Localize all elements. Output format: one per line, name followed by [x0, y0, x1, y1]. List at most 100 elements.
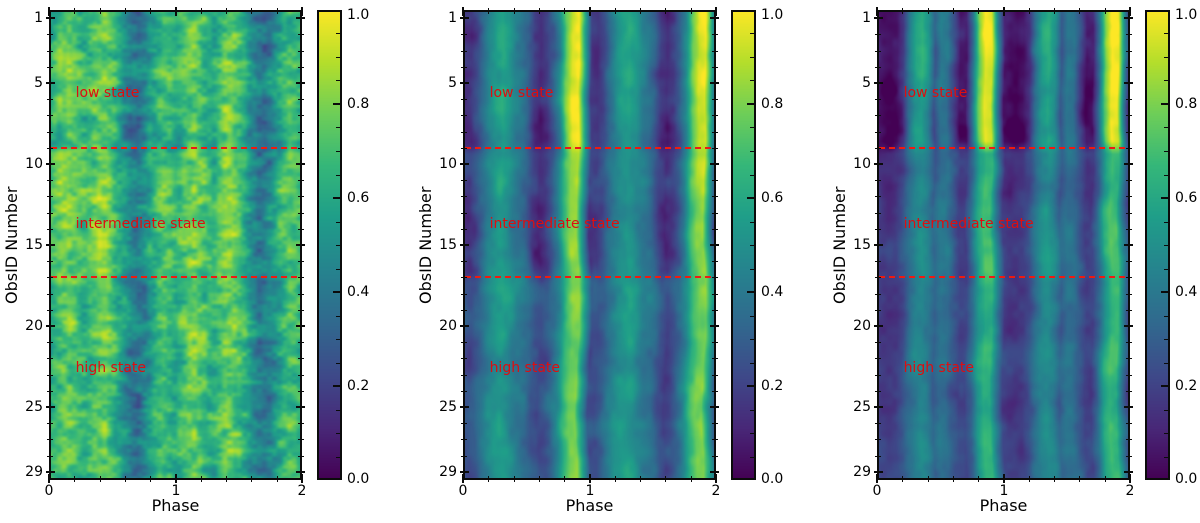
- tick-mark: [125, 8, 126, 14]
- tick-mark: [296, 244, 305, 246]
- tick-mark: [47, 439, 53, 440]
- tick-mark: [712, 67, 718, 68]
- tick-mark: [1126, 391, 1132, 392]
- tick-label: 1: [585, 483, 595, 499]
- tick-mark: [47, 358, 53, 359]
- tick-mark: [150, 476, 151, 482]
- tick-mark: [74, 476, 75, 482]
- tick-mark: [488, 476, 489, 482]
- tick-mark: [48, 474, 50, 483]
- tick-mark: [875, 213, 881, 214]
- tick-mark: [1164, 80, 1168, 81]
- tick-mark: [710, 325, 719, 327]
- tick-mark: [47, 423, 53, 424]
- tick-mark: [1164, 222, 1168, 223]
- tick-mark: [336, 245, 340, 246]
- tick-mark: [710, 82, 719, 84]
- tick-mark: [539, 476, 540, 482]
- tick-mark: [46, 471, 55, 473]
- tick-mark: [665, 476, 666, 482]
- tick-mark: [488, 8, 489, 14]
- tick-mark: [1164, 316, 1168, 317]
- tick-mark: [462, 7, 464, 16]
- colorbar: [317, 10, 342, 480]
- tick-mark: [747, 197, 754, 199]
- tick-mark: [1124, 406, 1133, 408]
- tick-mark: [712, 261, 718, 262]
- tick-mark: [874, 406, 883, 408]
- colorbar: [1145, 10, 1170, 480]
- tick-mark: [1054, 476, 1055, 482]
- tick-mark: [747, 478, 754, 480]
- heatmap-panel-middle: ObsID Number low state intermediate stat…: [414, 0, 814, 523]
- tick-mark: [47, 115, 53, 116]
- tick-mark: [875, 115, 881, 116]
- tick-mark: [1126, 375, 1132, 376]
- tick-mark: [461, 213, 467, 214]
- tick-mark: [615, 476, 616, 482]
- tick-label: 25: [439, 399, 457, 415]
- tick-mark: [461, 51, 467, 52]
- tick-mark: [953, 8, 954, 14]
- tick-mark: [298, 180, 304, 181]
- tick-mark: [1164, 433, 1168, 434]
- tick-label: 29: [25, 464, 43, 480]
- tick-mark: [461, 342, 467, 343]
- annotation-low-state: low state: [75, 84, 140, 101]
- tick-mark: [125, 476, 126, 482]
- tick-label: 2: [297, 483, 307, 499]
- tick-mark: [691, 476, 692, 482]
- tick-mark: [715, 7, 717, 16]
- tick-mark: [750, 175, 754, 176]
- tick-mark: [1029, 476, 1030, 482]
- tick-mark: [874, 163, 883, 165]
- tick-label: 25: [25, 399, 43, 415]
- tick-mark: [333, 197, 340, 199]
- tick-mark: [640, 8, 641, 14]
- annotation-intermediate-state: intermediate state: [903, 215, 1034, 232]
- tick-mark: [461, 423, 467, 424]
- annotation-intermediate-state: intermediate state: [489, 215, 620, 232]
- tick-mark: [1003, 7, 1005, 16]
- tick-mark: [298, 342, 304, 343]
- tick-mark: [336, 127, 340, 128]
- tick-mark: [46, 163, 55, 165]
- tick-label: 0.4: [1175, 284, 1198, 300]
- tick-mark: [1161, 291, 1168, 293]
- tick-mark: [461, 391, 467, 392]
- tick-mark: [336, 457, 340, 458]
- tick-mark: [1126, 99, 1132, 100]
- tick-mark: [1164, 127, 1168, 128]
- tick-mark: [296, 163, 305, 165]
- tick-mark: [1124, 17, 1133, 19]
- tick-mark: [876, 7, 878, 16]
- tick-mark: [298, 67, 304, 68]
- tick-mark: [1126, 148, 1132, 149]
- tick-mark: [461, 99, 467, 100]
- tick-mark: [336, 433, 340, 434]
- tick-label: 1: [999, 483, 1009, 499]
- tick-mark: [336, 57, 340, 58]
- tick-mark: [1124, 244, 1133, 246]
- tick-mark: [712, 277, 718, 278]
- tick-mark: [1124, 163, 1133, 165]
- tick-mark: [461, 180, 467, 181]
- tick-mark: [333, 478, 340, 480]
- tick-label: 20: [853, 318, 871, 334]
- tick-mark: [1124, 471, 1133, 473]
- tick-mark: [1079, 8, 1080, 14]
- tick-mark: [875, 261, 881, 262]
- tick-mark: [712, 229, 718, 230]
- tick-mark: [461, 456, 467, 457]
- tick-mark: [640, 476, 641, 482]
- tick-mark: [712, 391, 718, 392]
- tick-mark: [336, 363, 340, 364]
- tick-mark: [712, 148, 718, 149]
- tick-mark: [298, 391, 304, 392]
- tick-mark: [47, 34, 53, 35]
- tick-mark: [875, 358, 881, 359]
- tick-mark: [747, 103, 754, 105]
- tick-mark: [47, 310, 53, 311]
- x-axis-label: Phase: [151, 496, 200, 515]
- tick-mark: [750, 151, 754, 152]
